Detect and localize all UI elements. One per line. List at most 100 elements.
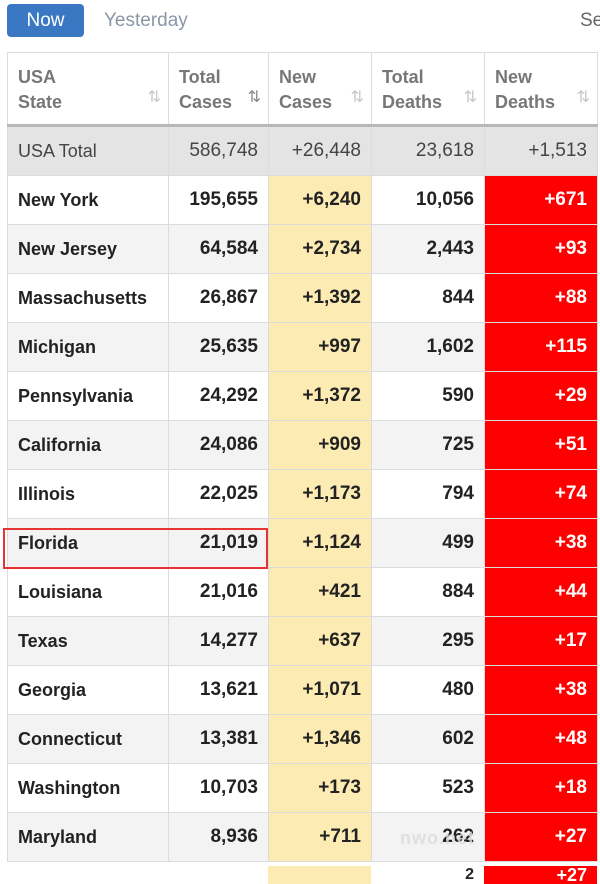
header-new-deaths[interactable]: New Deaths ⇅ [484, 52, 598, 127]
new-cases-cell: +2,734 [268, 224, 372, 274]
total-cases-cell: 8,936 [168, 812, 269, 862]
new-cases-cell: +1,392 [268, 273, 372, 323]
table-row: Massachusetts 26,867 +1,392 844 +88 [7, 273, 598, 323]
sort-icon[interactable]: ⇅ [350, 89, 365, 106]
table-row: New Jersey 64,584 +2,734 2,443 +93 [7, 224, 598, 274]
table-row: Michigan 25,635 +997 1,602 +115 [7, 322, 598, 372]
total-deaths-cell: 725 [371, 420, 485, 470]
new-deaths-cell: +74 [484, 469, 598, 519]
total-cases-cell: 13,381 [168, 714, 269, 764]
new-deaths-cell: +17 [484, 616, 598, 666]
sort-icon[interactable]: ⇅ [147, 89, 162, 106]
state-name[interactable]: Florida [7, 518, 169, 568]
new-cases-cell: +1,071 [268, 665, 372, 715]
new-deaths-cell: +18 [484, 763, 598, 813]
state-name[interactable]: Georgia [7, 665, 169, 715]
total-cases-cell: 195,655 [168, 175, 269, 225]
usa-total-row: USA Total 586,748 +26,448 23,618 +1,513 [7, 125, 598, 176]
new-deaths-cell: +38 [484, 518, 598, 568]
header-row: USA State ⇅ Total Cases ⇅ New Cases ⇅ To… [7, 52, 598, 127]
usa-cases-table: USA State ⇅ Total Cases ⇅ New Cases ⇅ To… [7, 52, 598, 862]
table-row: Maryland 8,936 +711 262 +27 [7, 812, 598, 862]
new-deaths-cell: +38 [484, 665, 598, 715]
total-cases-cell: 21,019 [168, 518, 269, 568]
sort-desc-icon[interactable]: ⇅ [247, 89, 262, 106]
new-deaths-cell: +51 [484, 420, 598, 470]
header-total-deaths[interactable]: Total Deaths ⇅ [371, 52, 485, 127]
total-cases-cell: 26,867 [168, 273, 269, 323]
new-deaths-cell: +671 [484, 175, 598, 225]
new-cases-cell [268, 866, 371, 884]
state-name[interactable]: Michigan [7, 322, 169, 372]
state-name[interactable]: Pennsylvania [7, 371, 169, 421]
new-cases-cell: +637 [268, 616, 372, 666]
new-cases-cell: +1,372 [268, 371, 372, 421]
total-deaths-cell: 2 [465, 866, 474, 883]
total-deaths-cell: 844 [371, 273, 485, 323]
state-name[interactable]: New Jersey [7, 224, 169, 274]
new-deaths-cell: +1,513 [484, 125, 598, 176]
header-total-cases[interactable]: Total Cases ⇅ [168, 52, 269, 127]
total-cases-cell: 22,025 [168, 469, 269, 519]
state-name[interactable]: California [7, 420, 169, 470]
total-cases-cell: 21,016 [168, 567, 269, 617]
state-name[interactable]: Louisiana [7, 567, 169, 617]
partial-table-row: 2 +27 [7, 866, 597, 884]
new-deaths-cell: +27 [484, 812, 598, 862]
new-deaths-cell: +44 [484, 567, 598, 617]
new-deaths-cell: +27 [484, 866, 597, 884]
total-deaths-cell: 794 [371, 469, 485, 519]
state-name[interactable]: Maryland [7, 812, 169, 862]
watermark: nwo.net [400, 828, 475, 848]
total-deaths-cell: 499 [371, 518, 485, 568]
sort-icon[interactable]: ⇅ [463, 89, 478, 106]
sort-icon[interactable]: ⇅ [576, 89, 591, 106]
header-usa-state[interactable]: USA State ⇅ [7, 52, 169, 127]
total-deaths-cell: 295 [371, 616, 485, 666]
new-cases-cell: +6,240 [268, 175, 372, 225]
new-cases-cell: +1,124 [268, 518, 372, 568]
total-deaths-cell: 10,056 [371, 175, 485, 225]
new-cases-cell: +1,346 [268, 714, 372, 764]
table-row: Washington 10,703 +173 523 +18 [7, 763, 598, 813]
new-deaths-cell: +48 [484, 714, 598, 764]
table-row: New York 195,655 +6,240 10,056 +671 [7, 175, 598, 225]
total-cases-cell: 64,584 [168, 224, 269, 274]
state-name[interactable]: Illinois [7, 469, 169, 519]
table-row: Connecticut 13,381 +1,346 602 +48 [7, 714, 598, 764]
table-row: California 24,086 +909 725 +51 [7, 420, 598, 470]
new-cases-cell: +1,173 [268, 469, 372, 519]
tab-yesterday[interactable]: Yesterday [104, 10, 188, 31]
total-cases-cell: 14,277 [168, 616, 269, 666]
table-row: Texas 14,277 +637 295 +17 [7, 616, 598, 666]
total-cases-cell: 586,748 [168, 125, 269, 176]
new-deaths-cell: +115 [484, 322, 598, 372]
total-deaths-cell: 23,618 [371, 125, 485, 176]
state-name[interactable]: New York [7, 175, 169, 225]
state-name[interactable]: Texas [7, 616, 169, 666]
total-cases-cell: 24,292 [168, 371, 269, 421]
table-row: Pennsylvania 24,292 +1,372 590 +29 [7, 371, 598, 421]
total-cases-cell: 13,621 [168, 665, 269, 715]
tab-now[interactable]: Now [7, 4, 84, 37]
new-cases-cell: +26,448 [268, 125, 372, 176]
tab-more-truncated[interactable]: Se [580, 10, 600, 31]
new-deaths-cell: +29 [484, 371, 598, 421]
total-deaths-cell: 523 [371, 763, 485, 813]
table-row: Louisiana 21,016 +421 884 +44 [7, 567, 598, 617]
total-cases-cell: 24,086 [168, 420, 269, 470]
state-name[interactable]: Connecticut [7, 714, 169, 764]
new-deaths-cell: +93 [484, 224, 598, 274]
state-name[interactable]: Massachusetts [7, 273, 169, 323]
state-name: USA Total [7, 125, 169, 176]
total-deaths-cell: 1,602 [371, 322, 485, 372]
new-cases-cell: +909 [268, 420, 372, 470]
table-row: Georgia 13,621 +1,071 480 +38 [7, 665, 598, 715]
new-cases-cell: +173 [268, 763, 372, 813]
state-name[interactable]: Washington [7, 763, 169, 813]
header-new-cases[interactable]: New Cases ⇅ [268, 52, 372, 127]
new-deaths-cell: +88 [484, 273, 598, 323]
view-tabs: Now Yesterday Se [0, 0, 600, 44]
total-deaths-cell: 602 [371, 714, 485, 764]
table-row: Illinois 22,025 +1,173 794 +74 [7, 469, 598, 519]
